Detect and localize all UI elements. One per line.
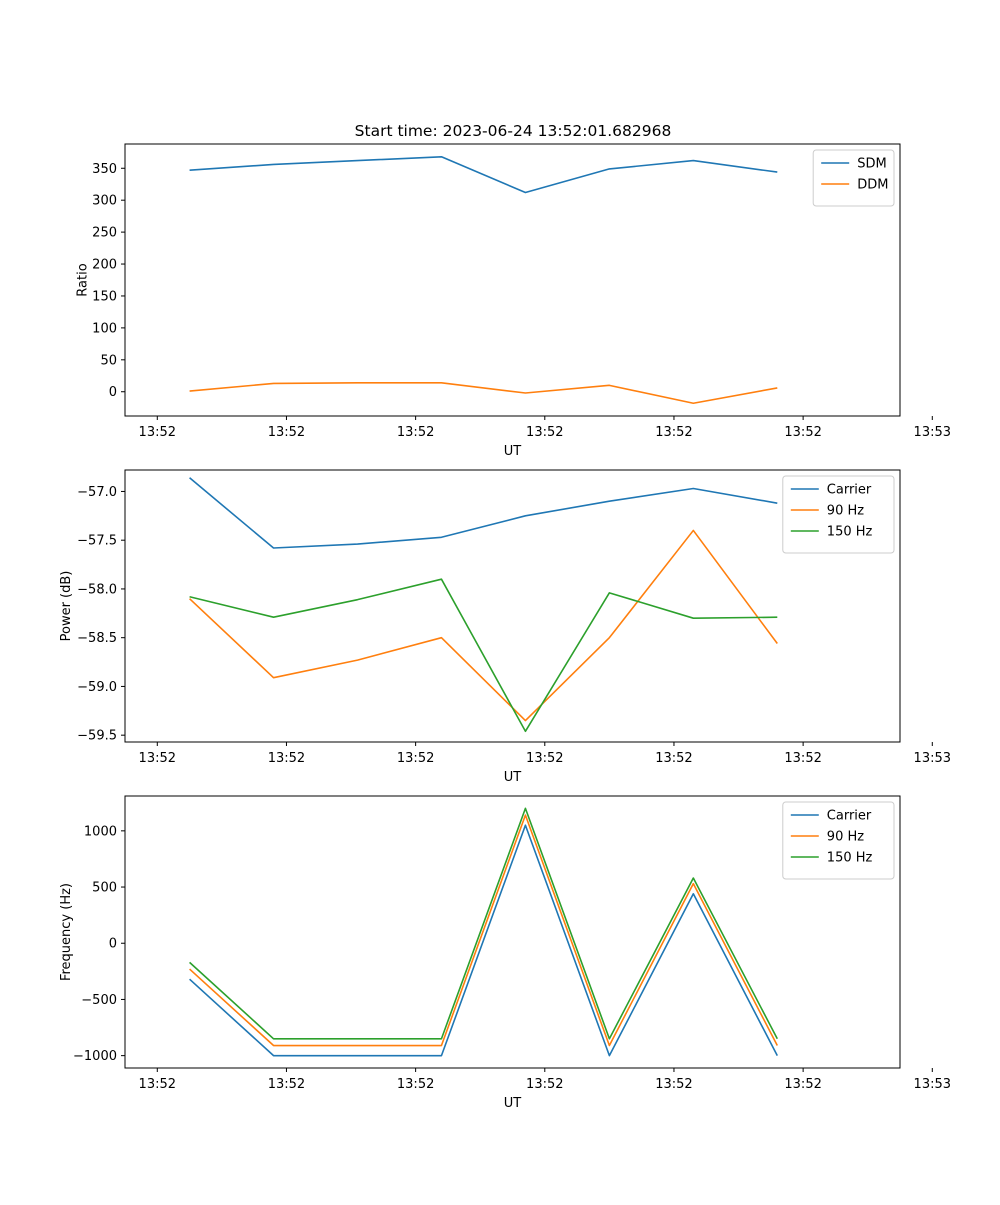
ratio-y-axis-label: Ratio bbox=[75, 263, 90, 296]
ratio-y-tick-label: 200 bbox=[92, 258, 117, 273]
power-legend-label: Carrier bbox=[827, 483, 872, 498]
frequency-y-axis-label: Frequency (Hz) bbox=[59, 883, 74, 981]
ratio-series-ddm-line bbox=[189, 381, 778, 405]
power-x-tick-label: 13:52 bbox=[268, 751, 305, 766]
power-y-tick-label: −59.5 bbox=[77, 729, 117, 744]
frequency-series-150-hz-line bbox=[189, 807, 778, 1040]
frequency-x-tick-label: 13:52 bbox=[268, 1077, 305, 1092]
frequency-series-90-hz-line bbox=[189, 814, 779, 1047]
frequency-y-tick-label: 1000 bbox=[84, 824, 117, 839]
ratio-y-tick-label: 100 bbox=[92, 321, 117, 336]
ratio-y-tick-label: 0 bbox=[109, 385, 117, 400]
frequency-y-tick-label: −1000 bbox=[73, 1049, 117, 1064]
power-y-tick-label: −57.0 bbox=[77, 485, 117, 500]
ratio-legend-box bbox=[812, 149, 895, 207]
power-series-carrier-line bbox=[189, 477, 778, 549]
ratio-y-tick-label: 150 bbox=[92, 289, 117, 304]
frequency-legend-box bbox=[782, 801, 895, 880]
frequency-x-tick-label: 13:52 bbox=[655, 1077, 692, 1092]
frequency-x-tick-label: 13:52 bbox=[397, 1077, 434, 1092]
ratio-y-tick-label: 250 bbox=[92, 226, 117, 241]
frequency-axes-frame bbox=[124, 795, 901, 1069]
power-y-tick-label: −58.0 bbox=[77, 582, 117, 597]
power-panel: 13:52 13:52 13:52 13:52 13:52 13:52 13:53 −59.5… bbox=[59, 469, 951, 785]
power-x-tick-label: 13:52 bbox=[784, 751, 821, 766]
power-series-150-hz-line bbox=[189, 578, 778, 733]
ratio-x-tick-label: 13:52 bbox=[526, 425, 563, 440]
power-y-axis-label: Power (dB) bbox=[59, 571, 74, 642]
frequency-legend: Carrier 90 Hz 150 Hz bbox=[782, 801, 895, 880]
ratio-panel: 13:52 13:52 13:52 13:52 13:52 13:52 13:53 0 50 10… bbox=[75, 143, 951, 459]
panels: 13:52 13:52 13:52 13:52 13:52 13:52 13:53 0 50 10… bbox=[59, 143, 951, 1111]
power-y-tick-label: −58.5 bbox=[77, 631, 117, 646]
ratio-x-tick-label: 13:52 bbox=[397, 425, 434, 440]
power-x-tick-label: 13:52 bbox=[397, 751, 434, 766]
frequency-x-tick-label: 13:53 bbox=[914, 1077, 951, 1092]
frequency-y-tick-label: 500 bbox=[92, 881, 117, 896]
frequency-legend-label: Carrier bbox=[827, 809, 872, 824]
ratio-legend-label: SDM bbox=[857, 157, 886, 172]
ratio-x-tick-label: 13:52 bbox=[268, 425, 305, 440]
power-y-tick-label: −57.5 bbox=[77, 534, 117, 549]
ratio-axes-frame bbox=[124, 143, 901, 417]
frequency-x-tick-label: 13:52 bbox=[526, 1077, 563, 1092]
power-x-axis-label: UT bbox=[504, 770, 522, 785]
frequency-legend-label: 150 Hz bbox=[827, 851, 873, 866]
frequency-x-tick-label: 13:52 bbox=[139, 1077, 176, 1092]
power-x-tick-label: 13:52 bbox=[526, 751, 563, 766]
frequency-y-tick-label: 0 bbox=[109, 937, 117, 952]
power-legend-label: 150 Hz bbox=[827, 525, 873, 540]
power-legend-label: 90 Hz bbox=[827, 504, 864, 519]
frequency-x-axis-label: UT bbox=[504, 1096, 522, 1111]
ratio-x-tick-label: 13:52 bbox=[784, 425, 821, 440]
ratio-x-tick-label: 13:53 bbox=[914, 425, 951, 440]
ratio-y-tick-label: 300 bbox=[92, 194, 117, 209]
ratio-legend-label: DDM bbox=[857, 178, 888, 193]
power-series-90-hz-line bbox=[189, 529, 778, 722]
frequency-legend-label: 90 Hz bbox=[827, 830, 864, 845]
figure-title: Start time: 2023-06-24 13:52:01.682968 bbox=[355, 122, 672, 140]
power-legend-box bbox=[782, 475, 895, 554]
frequency-panel: 13:52 13:52 13:52 13:52 13:52 13:52 13:53 −1000… bbox=[59, 795, 951, 1111]
power-x-tick-label: 13:53 bbox=[914, 751, 951, 766]
ratio-x-axis-label: UT bbox=[504, 444, 522, 459]
ratio-y-tick-label: 50 bbox=[100, 353, 117, 368]
frequency-y-tick-label: −500 bbox=[81, 993, 117, 1008]
frequency-series-carrier-line bbox=[189, 824, 779, 1057]
ratio-x-tick-label: 13:52 bbox=[139, 425, 176, 440]
power-y-tick-label: −59.0 bbox=[77, 680, 117, 695]
ratio-series-sdm-line bbox=[189, 155, 778, 194]
ratio-y-tick-label: 350 bbox=[92, 162, 117, 177]
ratio-x-tick-label: 13:52 bbox=[655, 425, 692, 440]
power-x-tick-label: 13:52 bbox=[139, 751, 176, 766]
power-axes-frame bbox=[124, 469, 901, 743]
frequency-x-tick-label: 13:52 bbox=[784, 1077, 821, 1092]
power-x-tick-label: 13:52 bbox=[655, 751, 692, 766]
ratio-legend: SDM DDM bbox=[812, 149, 895, 207]
power-legend: Carrier 90 Hz 150 Hz bbox=[782, 475, 895, 554]
